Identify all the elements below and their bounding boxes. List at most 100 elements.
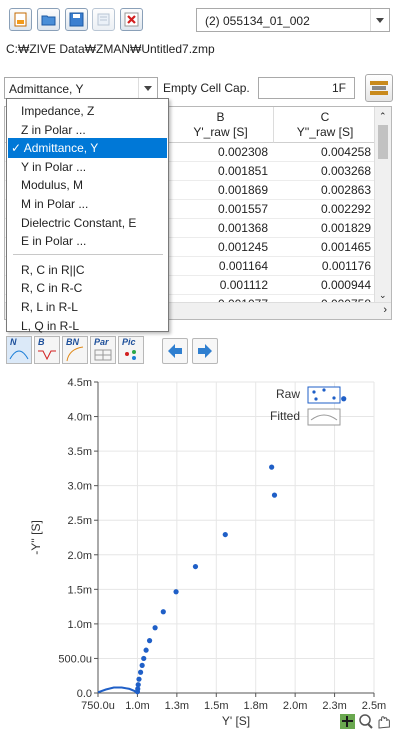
menu-item[interactable]: R, C in R||C [21,262,85,277]
pan-hand-icon[interactable] [378,716,390,729]
menu-item[interactable]: Z in Polar ... [21,122,86,137]
scroll-right-icon[interactable]: › [383,304,387,316]
table-cell[interactable]: 0.001465 [274,238,377,257]
data-point[interactable] [160,609,166,615]
mode-select[interactable]: Admittance, Y [4,77,158,99]
data-point[interactable] [152,625,158,631]
data-point[interactable] [269,464,275,470]
menu-item[interactable]: Modulus, M [21,178,84,193]
table-cell[interactable]: 0.004258 [274,143,377,162]
bode-nyquist-button[interactable]: BN [62,336,88,364]
data-point[interactable] [143,647,149,653]
crosshair-icon[interactable] [340,714,355,729]
picture-button[interactable]: Pic [118,336,144,364]
empty-cell-cap-label: Empty Cell Cap. [163,81,250,95]
table-cell[interactable]: 0.001851 [168,162,274,181]
x-tick-label: 2.5m [362,700,386,712]
menu-item[interactable]: R, L in R-L [21,300,78,314]
close-icon[interactable] [120,8,143,31]
legend-label: Raw [276,387,300,401]
file-path: C:₩ZIVE Data₩ZMAN₩Untitled7.zmp [6,42,215,56]
series-fitted-line [97,686,138,694]
column-header-b[interactable]: B Y'_raw [S] [168,107,274,143]
scroll-up-icon[interactable]: ⌃ [379,111,387,121]
file-select[interactable]: (2) 055134_01_002 [196,8,390,32]
scroll-thumb[interactable] [378,125,388,159]
previous-button[interactable] [162,338,188,364]
bode-plot-button[interactable]: B [34,336,60,364]
menu-item[interactable]: Impedance, Z [21,104,95,118]
data-point[interactable] [192,563,199,570]
table-cell[interactable]: 0.001176 [274,257,377,276]
admittance-plot[interactable]: 750.0u 1.0m 1.3m 1.5m 1.8m 2.0m 2.3m 2.5m 0.0 500… [0,370,398,734]
table-cell[interactable]: 0.000944 [274,276,377,295]
y-tick-label: 500.0u [58,653,92,665]
column-letter: B [216,110,225,124]
vertical-scrollbar[interactable]: ⌃ ⌄ [374,107,391,303]
nyquist-plot-button[interactable]: N [6,336,32,364]
save-icon[interactable] [65,8,88,31]
table-cell[interactable]: 0.001869 [168,181,274,200]
chevron-down-icon[interactable] [370,9,389,31]
next-button[interactable] [192,338,218,364]
data-point[interactable] [271,492,278,498]
data-point[interactable] [135,682,141,688]
data-point[interactable] [141,655,147,662]
table-cell[interactable]: 0.001112 [168,276,274,295]
y-tick-label: 2.0m [68,550,92,562]
x-tick-label: 1.5m [204,700,228,712]
menu-separator [13,253,163,255]
arrow-right-icon [198,344,212,358]
data-point[interactable] [139,662,145,668]
x-tick-label: 1.8m [243,700,267,712]
data-point[interactable] [146,638,153,644]
plot-toolbar: N B BN Par Pic [0,336,398,368]
menu-item[interactable]: M in Polar ... [21,197,89,211]
new-file-icon[interactable] [9,8,32,31]
scroll-down-icon[interactable]: ⌄ [379,290,387,300]
data-point[interactable] [341,396,347,402]
table-cell[interactable]: 0.003268 [274,162,377,181]
menu-item[interactable]: Y in Polar ... [21,159,87,174]
data-point[interactable] [134,689,141,695]
y-tick-label: 1.5m [68,584,92,596]
table-cell[interactable]: 0.001245 [168,238,274,257]
chart-tools [339,713,393,734]
table-cell[interactable]: 0.002308 [168,143,274,162]
open-folder-icon[interactable] [37,8,60,31]
tool-label: Par [94,337,109,347]
column-header-c[interactable]: C Y''_raw [S] [274,107,377,143]
y-tick-label: 3.5m [68,446,92,458]
list-icon[interactable] [92,8,115,31]
table-cell[interactable]: 0.002863 [274,181,377,200]
menu-item[interactable]: L, Q in R-L [21,318,80,333]
menu-item[interactable]: E in Polar ... [21,234,87,249]
tool-label: BN [66,337,79,347]
column-name: Y''_raw [S] [296,125,354,139]
table-cell[interactable]: 0.001557 [168,200,274,219]
x-tick-label: 750.0u [81,700,115,712]
tool-label: N [10,337,17,347]
legend-marker [332,396,336,400]
mode-select-value: Admittance, Y [9,82,84,96]
apply-capacitor-button[interactable] [365,74,393,102]
data-point[interactable] [173,589,179,595]
table-cell[interactable]: 0.001164 [168,257,274,276]
menu-item[interactable]: R, C in R-C [21,281,83,296]
chevron-down-icon[interactable] [138,78,157,98]
data-point[interactable] [136,676,142,682]
parameter-button[interactable]: Par [90,336,116,364]
zoom-icon[interactable] [359,714,373,729]
empty-cell-cap-input[interactable]: 1F [258,77,355,99]
table-cell[interactable]: 0.001368 [168,219,274,238]
column-letter: C [320,110,330,124]
legend-marker [322,388,326,392]
legend-marker [314,397,318,401]
table-cell[interactable]: 0.002292 [274,200,377,219]
menu-item[interactable]: Dielectric Constant, E [21,215,137,230]
table-cell[interactable]: 0.001829 [274,219,377,238]
data-point[interactable] [137,669,144,675]
x-axis-label: Y' [S] [222,714,250,728]
menu-item[interactable]: ✓ Admittance, Y [8,138,167,159]
data-point[interactable] [222,531,228,538]
